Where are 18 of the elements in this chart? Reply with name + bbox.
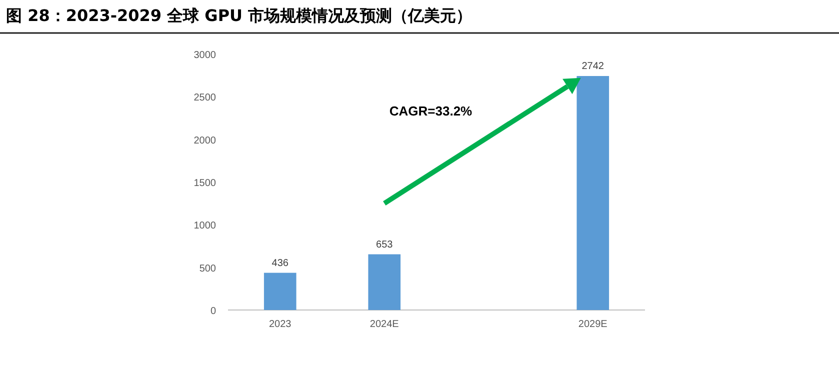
bar	[576, 76, 610, 310]
y-tick-label: 1500	[194, 178, 216, 189]
data-label: 436	[272, 258, 289, 269]
y-tick-label: 2000	[194, 135, 216, 146]
y-tick-label: 0	[210, 306, 216, 317]
bar	[368, 254, 401, 310]
x-tick-label: 2024E	[370, 319, 400, 330]
data-label: 2742	[582, 61, 604, 72]
y-tick-label: 3000	[194, 50, 216, 61]
y-tick-label: 500	[199, 263, 216, 274]
x-tick-label: 2023	[269, 319, 292, 330]
annotation: CAGR=33.2%	[389, 103, 473, 118]
chart-title: 图 28：2023-2029 全球 GPU 市场规模情况及预测（亿美元）	[6, 6, 472, 25]
y-tick-label: 1000	[194, 220, 216, 232]
data-label: 653	[376, 239, 394, 250]
x-tick-label: 2029E	[578, 319, 608, 330]
bar	[264, 272, 296, 310]
y-tick-label: 2500	[194, 92, 216, 104]
